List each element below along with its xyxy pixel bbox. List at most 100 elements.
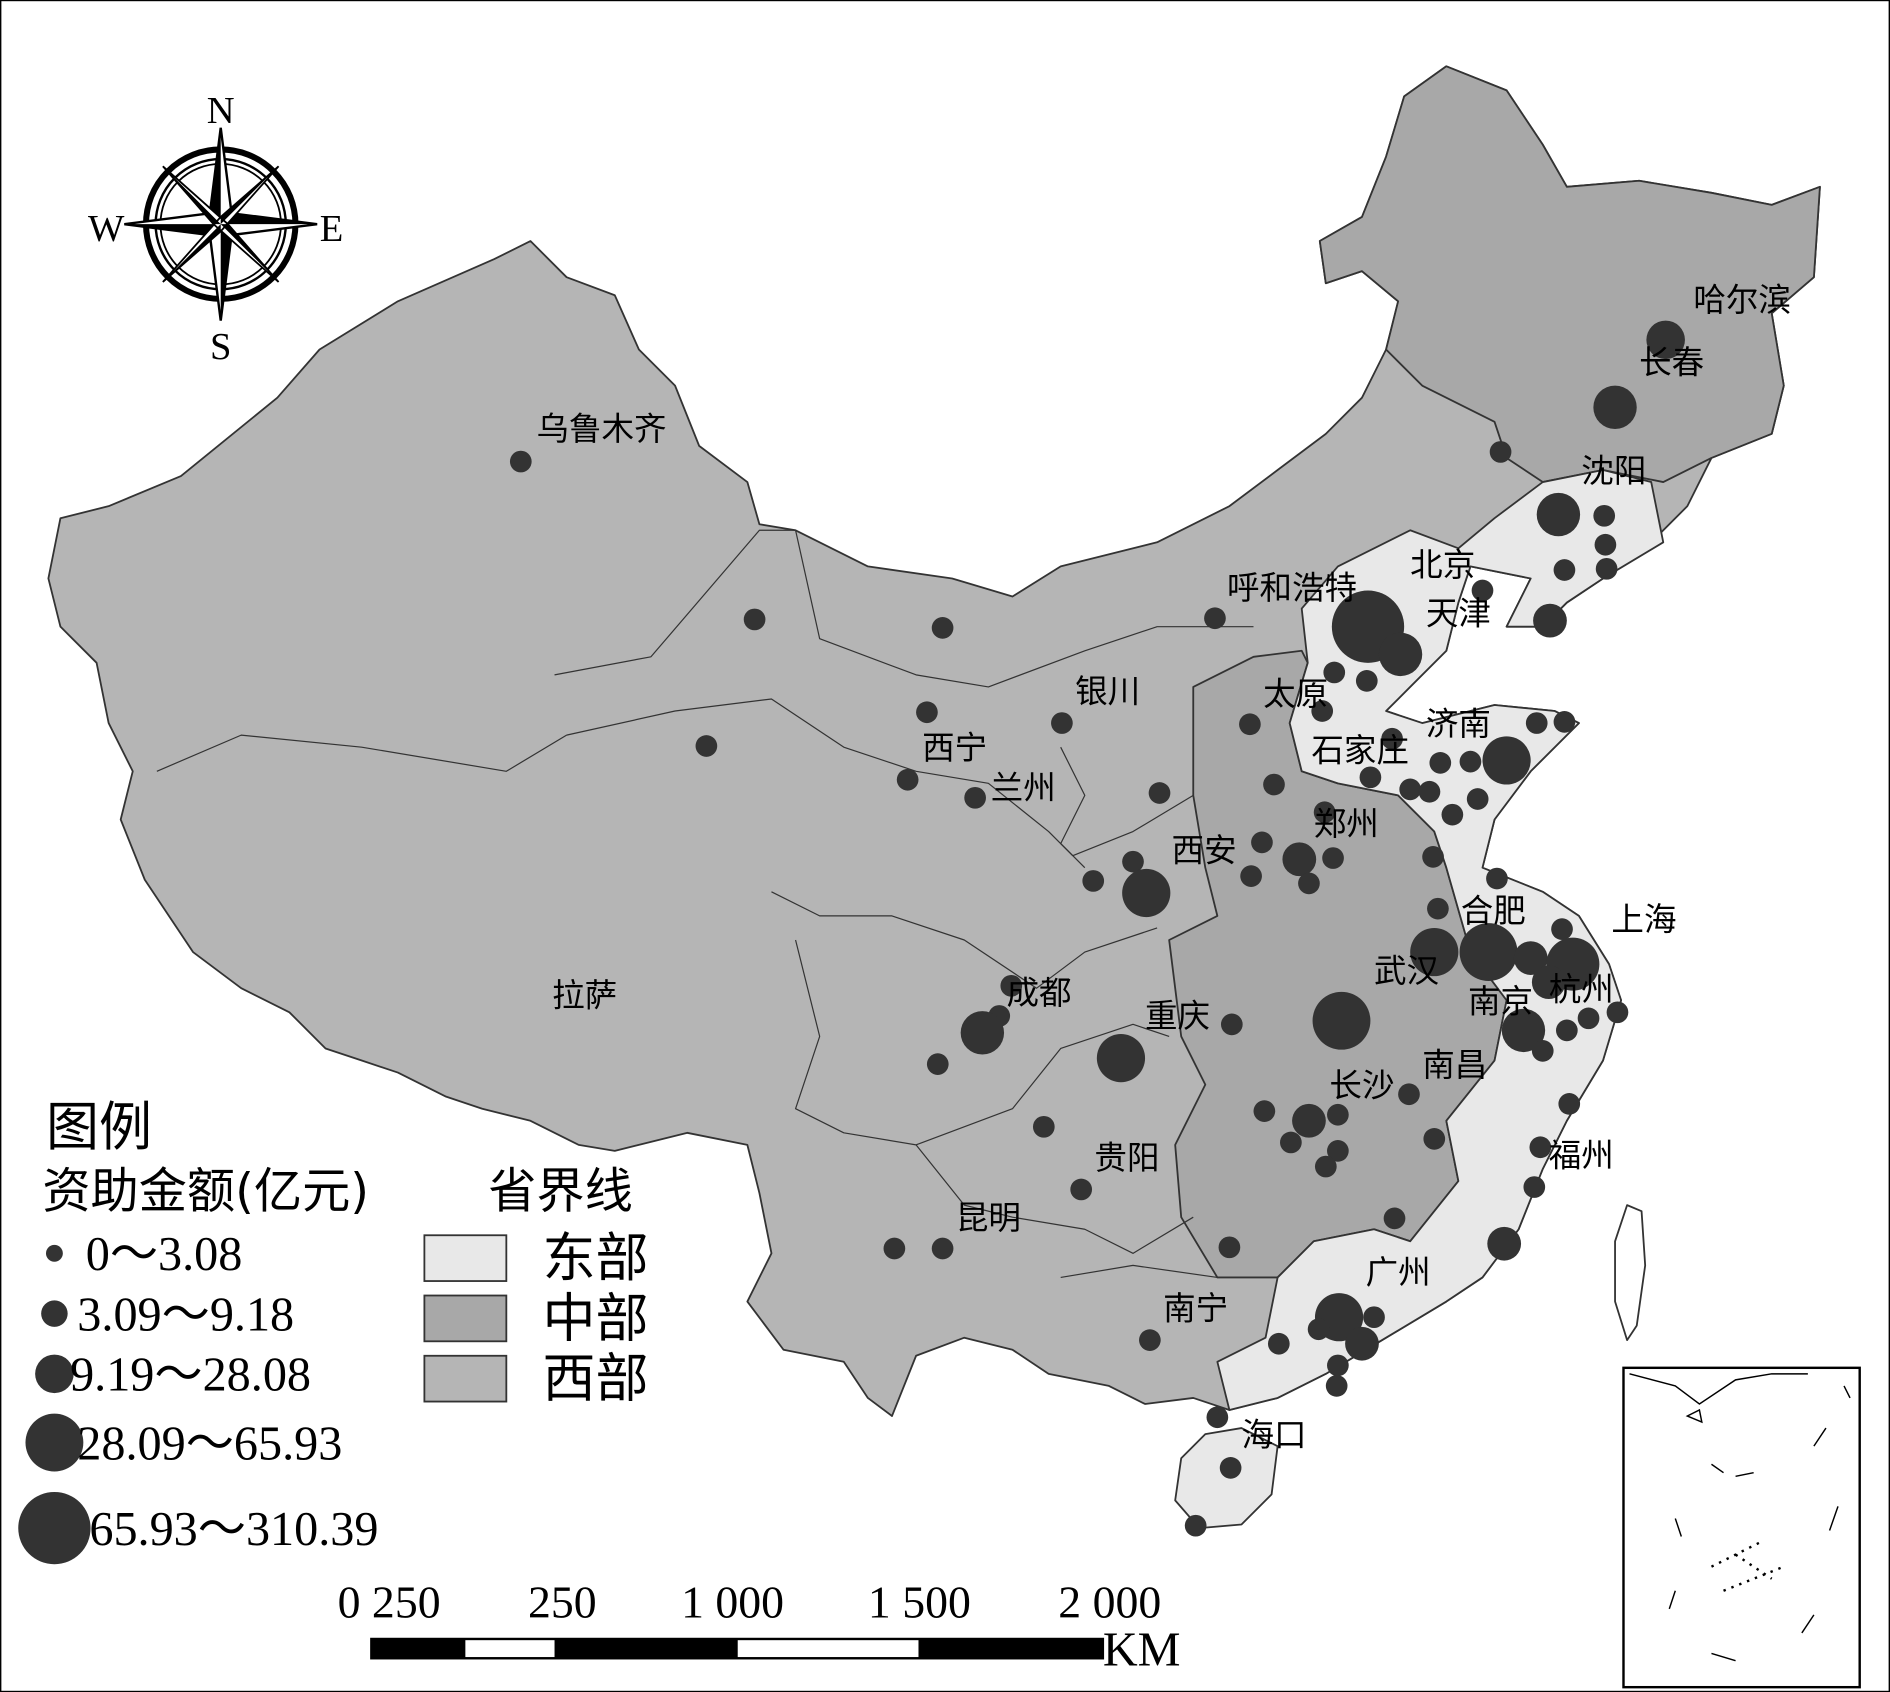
city-dot bbox=[1263, 773, 1285, 796]
legend-amount-title: 资助金额(亿元) bbox=[42, 1164, 369, 1220]
scale-label: 1 000 bbox=[681, 1576, 784, 1627]
legend-title: 图例 bbox=[46, 1096, 152, 1158]
city-label: 银川 bbox=[1075, 673, 1140, 711]
city-label: 海口 bbox=[1241, 1416, 1306, 1454]
city-dot bbox=[1148, 782, 1171, 804]
city-dot bbox=[1000, 974, 1023, 997]
city-label: 长沙 bbox=[1329, 1067, 1394, 1105]
city-dot bbox=[1219, 1457, 1242, 1479]
city-dot bbox=[1482, 736, 1531, 785]
city-dot bbox=[1606, 1001, 1629, 1024]
city-dot bbox=[1378, 632, 1423, 677]
legend: 图例 资助金额(亿元) 省界线 0～3.08 3.09～9.18 9.19～28.0… bbox=[18, 1096, 649, 1565]
city-dot bbox=[1206, 1406, 1229, 1429]
city-dot bbox=[931, 1237, 954, 1260]
city-dot bbox=[1381, 727, 1403, 750]
city-dot bbox=[1312, 991, 1371, 1050]
city-dot bbox=[1531, 965, 1566, 1000]
city-label: 合肥 bbox=[1461, 892, 1526, 930]
city-dot bbox=[1327, 1354, 1349, 1377]
legend-amount-label: 28.09～65.93 bbox=[77, 1417, 342, 1470]
city-dot bbox=[1314, 1155, 1337, 1178]
city-dot bbox=[1325, 1375, 1348, 1397]
province-borders bbox=[156, 529, 1254, 1279]
scale-bar: 0 250 250 1 000 1 500 2 000 KM bbox=[338, 1576, 1181, 1676]
city-label: 哈尔滨 bbox=[1693, 281, 1791, 319]
legend-region-label: 东部 bbox=[542, 1227, 648, 1289]
inset-map bbox=[1622, 1366, 1861, 1689]
city-label: 上海 bbox=[1611, 900, 1676, 938]
city-dot bbox=[1471, 579, 1494, 602]
city-dot bbox=[926, 1053, 949, 1075]
city-dot bbox=[1594, 533, 1617, 556]
city-dot bbox=[1529, 1136, 1552, 1159]
city-dot bbox=[1122, 850, 1144, 873]
city-dot bbox=[1593, 385, 1637, 430]
city-dot bbox=[1184, 1514, 1207, 1537]
city-dot bbox=[1070, 1178, 1093, 1201]
city-dot bbox=[1577, 1007, 1600, 1030]
city-label: 杭州 bbox=[1549, 970, 1614, 1008]
city-label: 武汉 bbox=[1374, 952, 1439, 990]
city-dot bbox=[1553, 559, 1576, 581]
hainan bbox=[1174, 1427, 1279, 1530]
scale-unit: KM bbox=[1103, 1623, 1181, 1676]
city-dot bbox=[1383, 1207, 1406, 1230]
city-dot bbox=[1096, 1034, 1146, 1083]
city-dot bbox=[1427, 897, 1449, 920]
city-label: 石家庄 bbox=[1311, 732, 1409, 770]
city-label: 贵阳 bbox=[1094, 1139, 1159, 1177]
city-dot bbox=[1593, 504, 1616, 527]
city-dots bbox=[509, 320, 1685, 1537]
city-label: 重庆 bbox=[1145, 997, 1210, 1035]
city-label: 拉萨 bbox=[552, 976, 617, 1014]
city-dot bbox=[931, 617, 954, 639]
city-dot bbox=[1558, 1093, 1581, 1115]
city-dot bbox=[1251, 831, 1273, 854]
city-label: 郑州 bbox=[1314, 805, 1379, 843]
city-dot bbox=[1466, 788, 1489, 810]
city-dot bbox=[1122, 868, 1171, 918]
legend-symbol bbox=[41, 1300, 68, 1327]
city-dot bbox=[1533, 603, 1567, 638]
city-dot bbox=[1646, 320, 1685, 360]
city-dot bbox=[1423, 1128, 1446, 1150]
scale-label: 2 000 bbox=[1058, 1576, 1161, 1627]
city-dot bbox=[1313, 801, 1336, 824]
legend-symbol bbox=[35, 1354, 74, 1394]
city-dot bbox=[743, 608, 766, 631]
legend-symbol bbox=[45, 1244, 63, 1262]
city-label: 兰州 bbox=[991, 769, 1056, 807]
city-dot bbox=[1399, 778, 1422, 801]
city-dot bbox=[964, 786, 986, 809]
city-dot bbox=[1459, 923, 1518, 981]
compass-e: E bbox=[320, 208, 344, 250]
city-label: 济南 bbox=[1426, 705, 1491, 743]
city-dot bbox=[1240, 865, 1262, 887]
city-label: 南京 bbox=[1468, 982, 1533, 1020]
city-dot bbox=[1553, 711, 1576, 733]
taiwan bbox=[1614, 1204, 1647, 1342]
legend-amount-label: 65.93～310.39 bbox=[89, 1503, 378, 1556]
city-label: 西安 bbox=[1172, 832, 1237, 870]
city-label: 昆明 bbox=[956, 1199, 1021, 1237]
city-label: 南昌 bbox=[1422, 1046, 1487, 1084]
compass-s: S bbox=[210, 326, 231, 368]
city-label: 北京 bbox=[1410, 546, 1475, 584]
city-dot bbox=[1282, 842, 1317, 877]
city-dot bbox=[1267, 1332, 1290, 1355]
city-label: 呼和浩特 bbox=[1227, 569, 1357, 607]
legend-boundary-title: 省界线 bbox=[488, 1164, 633, 1220]
city-label: 广州 bbox=[1366, 1253, 1431, 1291]
city-dot bbox=[1363, 1306, 1385, 1329]
legend-swatch bbox=[423, 1294, 508, 1343]
compass-w: W bbox=[88, 208, 125, 250]
legend-symbol bbox=[25, 1413, 84, 1472]
city-dot bbox=[1513, 941, 1548, 975]
city-label: 成都 bbox=[1006, 974, 1071, 1012]
city-dot bbox=[1327, 1140, 1349, 1162]
city-dot bbox=[695, 735, 718, 757]
legend-region-label: 中部 bbox=[542, 1287, 648, 1349]
city-dot bbox=[1459, 750, 1482, 773]
